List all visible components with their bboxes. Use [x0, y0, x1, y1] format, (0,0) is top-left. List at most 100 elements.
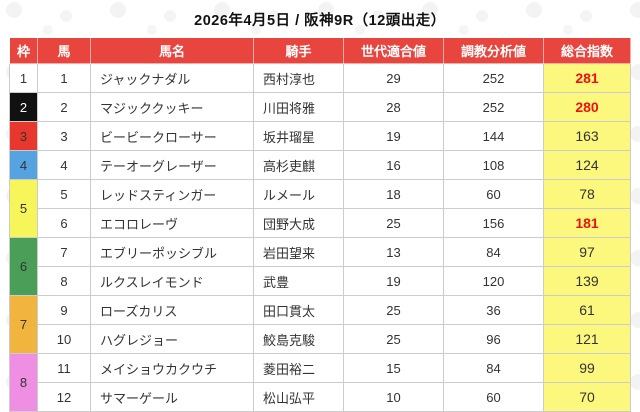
header-jockey: 騎手 [253, 37, 344, 64]
total-index-value: 121 [543, 324, 631, 354]
generation-fit-value: 29 [343, 63, 444, 93]
jockey-name: 鮫島克駿 [253, 324, 344, 354]
horse-number: 12 [37, 382, 91, 412]
table-row: 8 11 メイショウカクウチ 菱田裕二 15 84 99 [9, 353, 631, 412]
training-analysis-value: 144 [443, 121, 544, 151]
generation-fit-value: 19 [343, 266, 444, 296]
race-table: 枠 馬 馬名 騎手 世代適合値 調教分析値 総合指数 1 1 ジャックナダル 西… [9, 37, 631, 412]
horse-number: 2 [37, 92, 91, 122]
table-row: 7 9 ローズカリス 田口貫太 25 36 61 [9, 295, 631, 354]
jockey-name: 高杉吏麒 [253, 150, 344, 180]
training-analysis-value: 60 [443, 179, 544, 209]
frame-number: 5 [9, 179, 38, 238]
jockey-name: 西村淳也 [253, 63, 344, 93]
horse-name: エコロレーヴ [90, 208, 254, 238]
header-total-index: 総合指数 [543, 37, 631, 64]
frame-number: 4 [9, 150, 38, 180]
jockey-name: 川田将雅 [253, 92, 344, 122]
horse-number: 5 [37, 179, 91, 209]
training-analysis-value: 84 [443, 237, 544, 267]
training-analysis-value: 252 [443, 92, 544, 122]
horse-number: 3 [37, 121, 91, 151]
generation-fit-value: 13 [343, 237, 444, 267]
header-generation-fit: 世代適合値 [343, 37, 444, 64]
horse-name: テーオーグレーザー [90, 150, 254, 180]
training-analysis-value: 60 [443, 382, 544, 412]
table-row: 6 エコロレーヴ 団野大成 25 156 181 [10, 208, 631, 238]
table-row: 1 1 ジャックナダル 西村淳也 29 252 281 [9, 63, 631, 93]
jockey-name: 岩田望来 [253, 237, 344, 267]
horse-number: 9 [37, 295, 91, 325]
training-analysis-value: 156 [443, 208, 544, 238]
frame-number: 2 [9, 92, 38, 122]
jockey-name: ルメール [253, 179, 344, 209]
training-analysis-value: 120 [443, 266, 544, 296]
training-analysis-value: 36 [443, 295, 544, 325]
generation-fit-value: 10 [343, 382, 444, 412]
horse-number: 4 [37, 150, 91, 180]
jockey-name: 坂井瑠星 [253, 121, 344, 151]
frame-number: 8 [9, 353, 38, 412]
jockey-name: 菱田裕二 [253, 353, 344, 383]
horse-name: ジャックナダル [90, 63, 254, 93]
jockey-name: 松山弘平 [253, 382, 344, 412]
horse-name: マジッククッキー [90, 92, 254, 122]
training-analysis-value: 108 [443, 150, 544, 180]
generation-fit-value: 18 [343, 179, 444, 209]
jockey-name: 団野大成 [253, 208, 344, 238]
total-index-value: 124 [543, 150, 631, 180]
frame-number: 1 [9, 63, 38, 93]
horse-number: 8 [37, 266, 91, 296]
horse-number: 1 [37, 63, 91, 93]
header-horse-name: 馬名 [90, 37, 254, 64]
table-row: 6 7 エブリーポッシブル 岩田望来 13 84 97 [9, 237, 631, 296]
training-analysis-value: 84 [443, 353, 544, 383]
generation-fit-value: 25 [343, 208, 444, 238]
horse-name: ルクスレイモンド [90, 266, 254, 296]
training-analysis-value: 252 [443, 63, 544, 93]
table-row: 3 3 ビービークローサー 坂井瑠星 19 144 163 [9, 121, 631, 151]
generation-fit-value: 15 [343, 353, 444, 383]
table-row: 5 5 レッドスティンガー ルメール 18 60 78 [9, 179, 631, 238]
jockey-name: 田口貫太 [253, 295, 344, 325]
horse-name: レッドスティンガー [90, 179, 254, 209]
horse-name: サマーゲール [90, 382, 254, 412]
table-row: 2 2 マジッククッキー 川田将雅 28 252 280 [9, 92, 631, 122]
table-header-row: 枠 馬 馬名 騎手 世代適合値 調教分析値 総合指数 [9, 37, 631, 64]
horse-number: 6 [37, 208, 91, 238]
table-row: 8 ルクスレイモンド 武豊 19 120 139 [10, 266, 631, 296]
generation-fit-value: 25 [343, 324, 444, 354]
total-index-value: 139 [543, 266, 631, 296]
total-index-value: 97 [543, 237, 631, 267]
generation-fit-value: 16 [343, 150, 444, 180]
total-index-value: 61 [543, 295, 631, 325]
header-frame: 枠 [9, 37, 38, 64]
table-row: 12 サマーゲール 松山弘平 10 60 70 [10, 382, 631, 412]
horse-name: ローズカリス [90, 295, 254, 325]
total-index-value: 181 [543, 208, 631, 238]
frame-number: 3 [9, 121, 38, 151]
total-index-value: 280 [543, 92, 631, 122]
header-training-analysis: 調教分析値 [443, 37, 544, 64]
horse-name: エブリーポッシブル [90, 237, 254, 267]
jockey-name: 武豊 [253, 266, 344, 296]
total-index-value: 70 [543, 382, 631, 412]
generation-fit-value: 28 [343, 92, 444, 122]
table-row: 10 ハグレジョー 鮫島克駿 25 96 121 [10, 324, 631, 354]
generation-fit-value: 25 [343, 295, 444, 325]
horse-name: ハグレジョー [90, 324, 254, 354]
horse-name: メイショウカクウチ [90, 353, 254, 383]
generation-fit-value: 19 [343, 121, 444, 151]
header-horse-no: 馬 [37, 37, 91, 64]
training-analysis-value: 96 [443, 324, 544, 354]
table-row: 4 4 テーオーグレーザー 高杉吏麒 16 108 124 [9, 150, 631, 180]
horse-number: 7 [37, 237, 91, 267]
frame-number: 7 [9, 295, 38, 354]
page-title: 2026年4月5日 / 阪神9R（12頭出走） [194, 13, 446, 29]
total-index-value: 99 [543, 353, 631, 383]
horse-name: ビービークローサー [90, 121, 254, 151]
horse-number: 11 [37, 353, 91, 383]
frame-number: 6 [9, 237, 38, 296]
total-index-value: 163 [543, 121, 631, 151]
total-index-value: 78 [543, 179, 631, 209]
